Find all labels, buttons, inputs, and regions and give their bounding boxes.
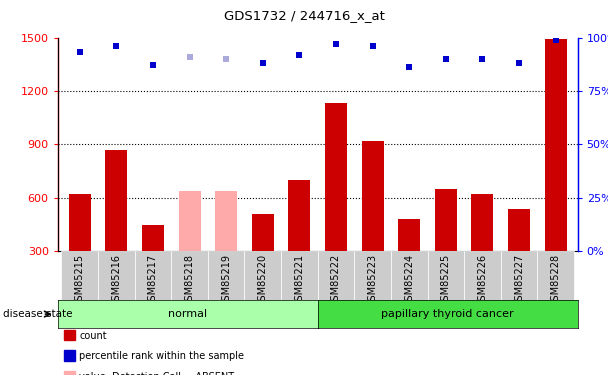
Bar <box>545 39 567 251</box>
Bar <box>69 194 91 251</box>
Text: GSM85227: GSM85227 <box>514 254 524 307</box>
Text: GSM85223: GSM85223 <box>368 254 378 307</box>
Bar <box>179 190 201 251</box>
Text: GSM85215: GSM85215 <box>75 254 85 307</box>
Text: GSM85219: GSM85219 <box>221 254 231 307</box>
Bar <box>464 251 501 300</box>
Text: GSM85216: GSM85216 <box>111 254 122 307</box>
Bar <box>134 251 171 300</box>
Bar <box>288 180 310 251</box>
Bar <box>471 194 494 251</box>
Bar <box>501 251 537 300</box>
Text: papillary thyroid cancer: papillary thyroid cancer <box>381 309 514 319</box>
Bar <box>105 150 127 251</box>
Text: GSM85220: GSM85220 <box>258 254 268 307</box>
Bar <box>252 214 274 251</box>
Text: GSM85228: GSM85228 <box>551 254 561 307</box>
Bar <box>362 141 384 251</box>
Text: value, Detection Call = ABSENT: value, Detection Call = ABSENT <box>79 372 234 375</box>
Text: disease state: disease state <box>3 309 72 319</box>
Bar <box>281 251 317 300</box>
Bar <box>391 251 427 300</box>
Bar <box>508 209 530 251</box>
Bar <box>244 251 281 300</box>
Bar <box>208 251 244 300</box>
Bar <box>537 251 574 300</box>
Text: GSM85221: GSM85221 <box>294 254 305 307</box>
Text: GSM85222: GSM85222 <box>331 254 341 307</box>
Text: count: count <box>79 331 106 340</box>
Bar <box>427 251 464 300</box>
Bar <box>98 251 134 300</box>
Bar <box>142 225 164 251</box>
Text: GSM85226: GSM85226 <box>477 254 488 307</box>
Text: percentile rank within the sample: percentile rank within the sample <box>79 351 244 361</box>
Bar <box>215 190 237 251</box>
Bar <box>354 251 391 300</box>
Bar <box>325 104 347 251</box>
Text: GSM85217: GSM85217 <box>148 254 158 307</box>
Text: GSM85224: GSM85224 <box>404 254 414 307</box>
Text: GDS1732 / 244716_x_at: GDS1732 / 244716_x_at <box>224 9 384 22</box>
Bar <box>317 251 354 300</box>
Bar <box>398 219 420 251</box>
Text: normal: normal <box>168 309 207 319</box>
Bar <box>61 251 98 300</box>
Bar <box>435 189 457 251</box>
Text: GSM85225: GSM85225 <box>441 254 451 307</box>
Bar <box>171 251 208 300</box>
Text: GSM85218: GSM85218 <box>185 254 195 307</box>
